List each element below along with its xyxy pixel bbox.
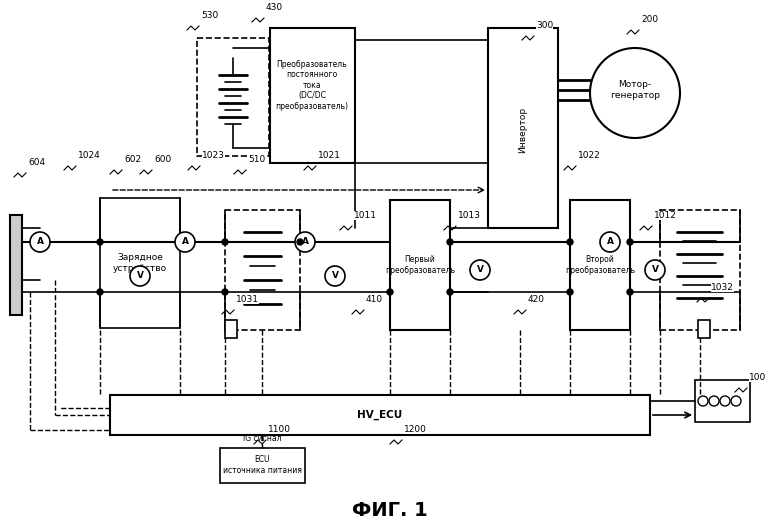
Text: Преобразователь
постоянного
тока
(DC/DC
преобразователь): Преобразователь постоянного тока (DC/DC … (275, 60, 349, 111)
Text: 1100: 1100 (268, 425, 291, 434)
Text: 1200: 1200 (404, 425, 427, 434)
Bar (110, 395, 650, 435)
Bar (270, 28, 355, 163)
Circle shape (720, 396, 730, 406)
Text: 510: 510 (248, 155, 265, 164)
Text: V: V (136, 271, 144, 280)
Text: 420: 420 (528, 295, 545, 304)
Circle shape (387, 289, 393, 295)
Text: 300: 300 (536, 21, 553, 30)
Circle shape (590, 48, 680, 138)
Circle shape (698, 396, 708, 406)
Bar (100, 198, 180, 328)
Text: 604: 604 (28, 158, 45, 167)
Text: 1032: 1032 (711, 283, 734, 292)
Text: Зарядное
устройство: Зарядное устройство (113, 253, 167, 272)
Text: IG сигнал: IG сигнал (243, 434, 282, 443)
Bar (695, 380, 750, 422)
Bar (698, 320, 710, 338)
Bar (220, 448, 305, 483)
Bar (225, 210, 300, 330)
Circle shape (447, 289, 453, 295)
Text: ФИГ. 1: ФИГ. 1 (352, 501, 428, 520)
Circle shape (627, 289, 633, 295)
Text: 430: 430 (266, 3, 283, 12)
Circle shape (97, 289, 103, 295)
Text: V: V (651, 266, 658, 275)
Text: V: V (332, 271, 339, 280)
Text: ECU
источника питания: ECU источника питания (222, 455, 301, 475)
Circle shape (222, 239, 228, 245)
Text: A: A (302, 238, 309, 247)
Text: 100: 100 (749, 373, 766, 382)
Circle shape (297, 239, 303, 245)
Text: 1022: 1022 (578, 151, 601, 160)
Circle shape (731, 396, 741, 406)
Bar (10, 215, 22, 315)
Circle shape (222, 289, 228, 295)
Bar (660, 210, 740, 330)
Text: 1023: 1023 (202, 151, 225, 160)
Text: Второй
преобразователь: Второй преобразователь (565, 255, 635, 275)
Circle shape (175, 232, 195, 252)
Circle shape (470, 260, 490, 280)
Text: A: A (607, 238, 614, 247)
Bar (197, 38, 269, 156)
Circle shape (600, 232, 620, 252)
Text: 200: 200 (641, 15, 658, 24)
Text: 1013: 1013 (458, 211, 481, 220)
Circle shape (447, 239, 453, 245)
Text: Мотор-
генератор: Мотор- генератор (610, 80, 660, 100)
Text: Первый
преобразователь: Первый преобразователь (385, 255, 455, 275)
Text: A: A (37, 238, 44, 247)
Circle shape (30, 232, 50, 252)
Circle shape (627, 239, 633, 245)
Text: 1021: 1021 (318, 151, 341, 160)
Text: 530: 530 (201, 11, 218, 20)
Text: 600: 600 (154, 155, 172, 164)
Text: 1024: 1024 (78, 151, 101, 160)
Bar (488, 28, 558, 228)
Text: 410: 410 (366, 295, 383, 304)
Text: V: V (477, 266, 484, 275)
Circle shape (97, 239, 103, 245)
Text: 1012: 1012 (654, 211, 677, 220)
Text: A: A (182, 238, 189, 247)
Bar (570, 200, 630, 330)
Circle shape (130, 266, 150, 286)
Text: HV_ECU: HV_ECU (357, 410, 402, 420)
Bar (225, 320, 237, 338)
Bar (390, 200, 450, 330)
Text: 1031: 1031 (236, 295, 259, 304)
Circle shape (567, 289, 573, 295)
Circle shape (709, 396, 719, 406)
Circle shape (295, 232, 315, 252)
Circle shape (567, 239, 573, 245)
Text: 1011: 1011 (354, 211, 377, 220)
Text: 602: 602 (124, 155, 141, 164)
Circle shape (645, 260, 665, 280)
Circle shape (325, 266, 345, 286)
Text: Инвертор: Инвертор (519, 107, 527, 153)
